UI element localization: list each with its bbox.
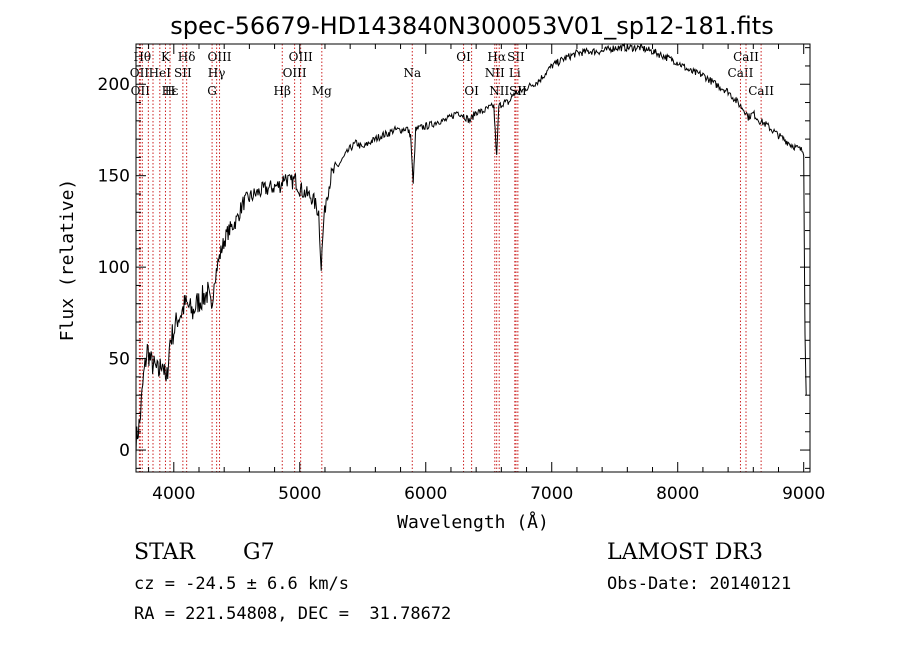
object-class: STAR	[134, 540, 195, 565]
spectral-line-label: OI	[456, 50, 471, 64]
y-tick-label: 200	[98, 75, 130, 95]
spectral-line-label: OII	[130, 66, 150, 80]
spectral-line-label: CaII	[748, 84, 774, 98]
spectral-line-label: NII	[489, 84, 509, 98]
spectral-line-label: Na	[403, 66, 421, 80]
spectral-line-label: Hα	[487, 50, 506, 64]
x-axis-label: Wavelength (Å)	[397, 511, 549, 533]
spectral-line-label: Hγ	[208, 66, 226, 80]
spectral-line-label: Hθ	[133, 50, 151, 64]
survey-name: LAMOST DR3	[607, 540, 763, 565]
spectral-line-label: Hδ	[178, 50, 196, 64]
object-subclass: G7	[243, 540, 275, 565]
spectral-lines-layer: HθOIIOIIHeIKHHεSIIHδGHγOIIIHβOIIIOIIIMgN…	[130, 44, 774, 472]
spectrum-series-line	[135, 42, 807, 454]
x-tick-label: 5000	[278, 484, 321, 504]
spectral-line-label: SII	[174, 66, 192, 80]
spectral-line-label: OIII	[207, 50, 231, 64]
x-tick-label: 6000	[404, 484, 447, 504]
y-tick-label: 150	[98, 167, 130, 187]
x-tick-label: 8000	[656, 484, 699, 504]
y-axis-label: Flux (relative)	[57, 179, 78, 342]
coordinates-text: RA = 221.54808, DEC = 31.78672	[134, 604, 452, 624]
spectral-line-label: CaII	[733, 50, 759, 64]
spectral-line-label: Mg	[312, 84, 332, 98]
y-tick-label: 0	[119, 441, 130, 461]
x-tick-label: 7000	[530, 484, 573, 504]
x-tick-label: 4000	[152, 484, 195, 504]
spectral-line-label: OII	[131, 84, 151, 98]
y-tick-label: 100	[98, 258, 130, 278]
spectral-line-label: K	[161, 50, 171, 64]
y-tick-label: 50	[108, 350, 130, 370]
spectral-line-label: Hβ	[274, 84, 291, 98]
spectral-line-label: OIII	[283, 66, 307, 80]
spectral-line-label: HeI	[149, 66, 172, 80]
spectral-line-label: Hε	[162, 84, 179, 98]
spectral-line-label: OIII	[289, 50, 313, 64]
spectral-line-label: SII	[507, 50, 525, 64]
x-tick-label: 9000	[782, 484, 825, 504]
spectral-line-label: OI	[464, 84, 479, 98]
obs-date-text: Obs-Date: 20140121	[607, 574, 792, 594]
redshift-text: cz = -24.5 ± 6.6 km/s	[134, 574, 349, 594]
plot-frame	[135, 43, 811, 473]
spectral-line-label: CaII	[728, 66, 754, 80]
spectral-line-label: G	[207, 84, 217, 98]
chart-title: spec-56679-HD143840N300053V01_sp12-181.f…	[170, 12, 773, 40]
spectral-line-label: Li	[509, 66, 521, 80]
spectral-line-label: NII	[485, 66, 505, 80]
axis-ticks-layer: 4000 5000 6000 7000 8000 9000 0 50 100 150 200	[98, 44, 825, 504]
